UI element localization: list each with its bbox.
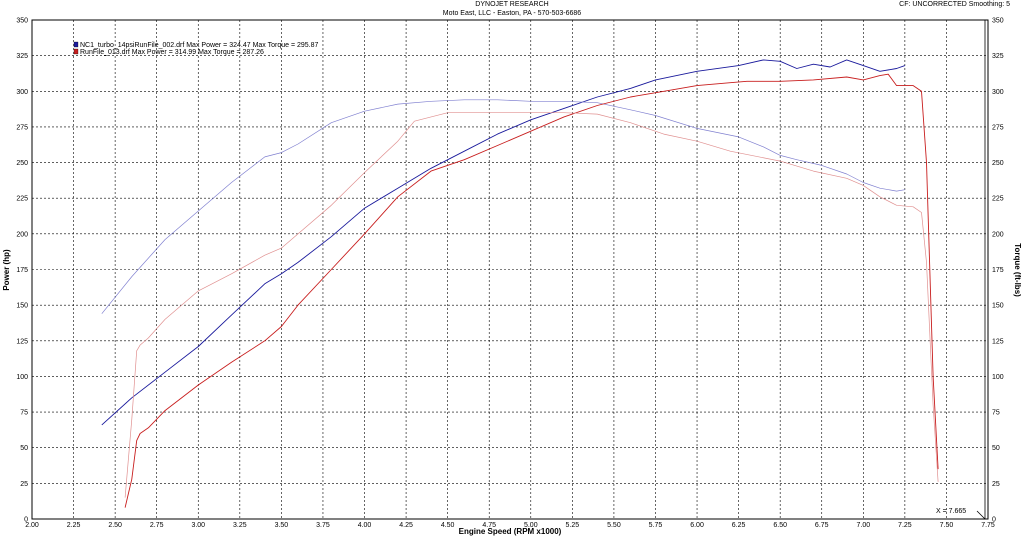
y2-axis-label: Torque (ft-lbs) (1013, 243, 1022, 297)
legend-entry: NC1_turbo_14psiRunFile_002.drf Max Power… (80, 42, 319, 49)
y-tick-label: 300 (16, 89, 28, 96)
x-tick-label: 4.50 (441, 522, 455, 529)
y-tick-label: 100 (16, 374, 28, 381)
legend-swatch (73, 41, 79, 48)
y2-tick-label: 175 (992, 267, 1004, 274)
x-tick-label: 5.50 (607, 522, 621, 529)
y2-tick-label: 300 (992, 89, 1004, 96)
x-tick-label: 2.00 (25, 522, 39, 529)
x-tick-label: 6.00 (690, 522, 704, 529)
x-tick-label: 3.00 (191, 522, 205, 529)
y-tick-label: 125 (16, 338, 28, 345)
y-tick-label: 225 (16, 196, 28, 203)
chart-title: DYNOJET RESEARCH (475, 1, 549, 8)
y2-tick-label: 125 (992, 338, 1004, 345)
x-tick-label: 6.75 (815, 522, 829, 529)
x-tick-label: 6.50 (773, 522, 787, 529)
y2-tick-label: 75 (992, 410, 1000, 417)
y2-tick-label: 225 (992, 196, 1004, 203)
legend-entry: RunFile_013.drf Max Power = 314.99 Max T… (80, 49, 264, 56)
x-tick-label: 2.50 (108, 522, 122, 529)
y-tick-label: 50 (20, 445, 28, 452)
y-tick-label: 250 (16, 160, 28, 167)
y-tick-label: 275 (16, 124, 28, 131)
x-tick-label: 7.50 (940, 522, 954, 529)
x-tick-label: 3.75 (316, 522, 330, 529)
y2-tick-label: 0 (992, 517, 996, 524)
cursor-marker (976, 510, 986, 520)
x-tick-label: 5.25 (566, 522, 580, 529)
series-torque-line (124, 112, 939, 498)
series-torque-line (101, 99, 905, 314)
x-tick-label: 2.75 (150, 522, 164, 529)
y-axis-label: Power (hp) (2, 249, 11, 291)
x-tick-label: 7.25 (898, 522, 912, 529)
tick-labels: 2.00 2.25 2.50 2.75 3.00 3.25 3.50 3.75 4.00 4.25… (16, 18, 1003, 530)
x-tick-label: 3.25 (233, 522, 247, 529)
x-tick-label: 3.50 (275, 522, 289, 529)
y2-tick-label: 275 (992, 124, 1004, 131)
x-axis-label: Engine Speed (RPM x1000) (459, 527, 562, 536)
correction-info: CF: UNCORRECTED Smoothing: 5 (899, 1, 1010, 8)
x-tick-label: 4.00 (358, 522, 372, 529)
x-tick-label: 5.75 (649, 522, 663, 529)
series-power-line (124, 73, 939, 508)
y2-tick-label: 325 (992, 53, 1004, 60)
legend-swatch (73, 48, 79, 55)
x-tick-label: 7.75 (981, 522, 995, 529)
legend: NC1_turbo_14psiRunFile_002.drf Max Power… (73, 41, 319, 56)
y2-tick-label: 50 (992, 445, 1000, 452)
x-tick-label: 7.00 (856, 522, 870, 529)
chart-subtitle: Moto East, LLC - Easton, PA - 570-503-66… (442, 10, 582, 17)
series-power-line (101, 59, 906, 426)
x-tick-label: 4.75 (482, 522, 496, 529)
y-tick-label: 0 (24, 517, 28, 524)
y2-tick-label: 350 (992, 18, 1004, 25)
y-tick-label: 325 (16, 53, 28, 60)
series-layer (101, 59, 939, 508)
x-tick-label: 6.25 (732, 522, 746, 529)
grid (31, 19, 989, 520)
y-tick-label: 350 (16, 18, 28, 25)
cursor-layer: X = 7.665 (936, 20, 986, 520)
y-tick-label: 200 (16, 231, 28, 238)
x-tick-label: 4.25 (399, 522, 413, 529)
x-tick-label: 5.00 (524, 522, 538, 529)
y-tick-label: 175 (16, 267, 28, 274)
y-tick-label: 75 (20, 410, 28, 417)
y2-tick-label: 250 (992, 160, 1004, 167)
y2-tick-label: 25 (992, 481, 1000, 488)
cursor-label: X = 7.665 (936, 508, 966, 515)
y2-tick-label: 200 (992, 231, 1004, 238)
y-tick-label: 25 (20, 481, 28, 488)
y2-tick-label: 100 (992, 374, 1004, 381)
x-tick-label: 2.25 (67, 522, 81, 529)
y-tick-label: 150 (16, 303, 28, 310)
y2-tick-label: 150 (992, 303, 1004, 310)
